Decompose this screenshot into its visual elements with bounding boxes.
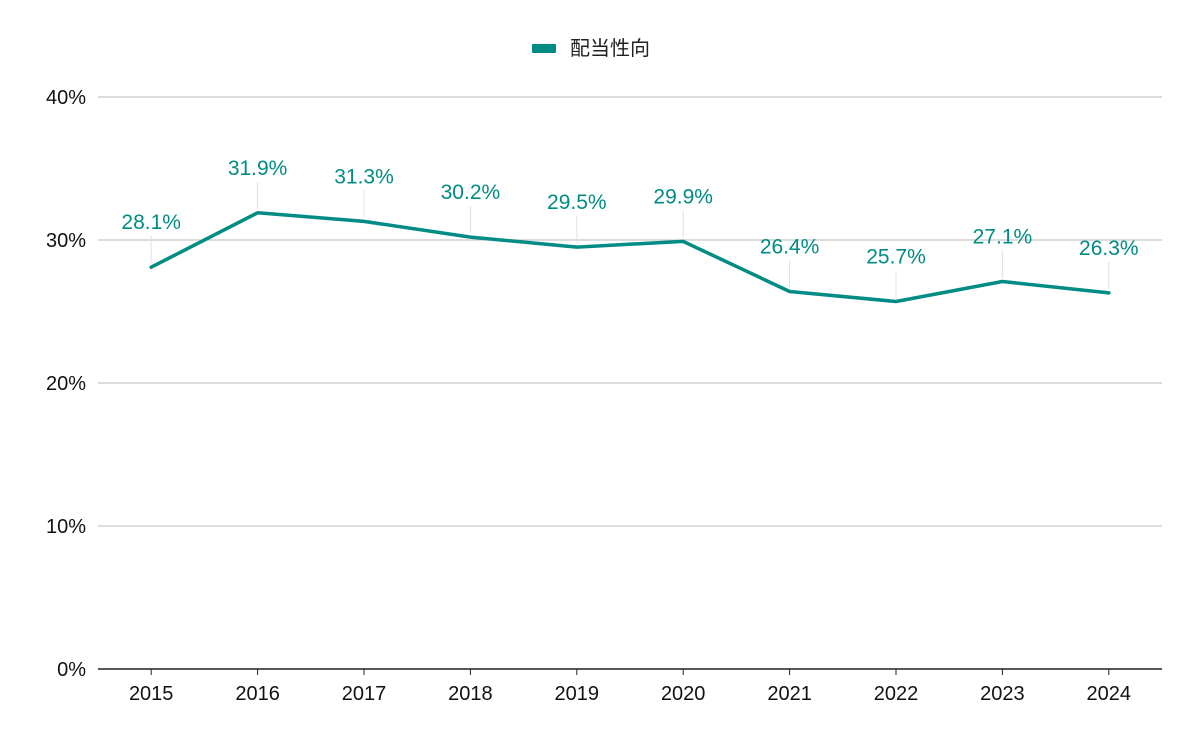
data-point (894, 299, 898, 303)
data-point (362, 219, 366, 223)
y-tick-label: 0% (57, 659, 86, 681)
data-point (1107, 291, 1111, 295)
x-tick-label: 2016 (235, 683, 280, 705)
x-tick-label: 2021 (767, 683, 812, 705)
data-label: 25.7% (866, 245, 926, 268)
data-label: 27.1% (973, 225, 1033, 248)
data-label: 26.3% (1079, 237, 1139, 260)
series-layer (149, 211, 1111, 304)
gridlines (98, 96, 1162, 527)
x-tick-label: 2022 (874, 683, 919, 705)
legend-label: 配当性向 (570, 37, 650, 60)
data-point (149, 265, 153, 269)
data-point (681, 239, 685, 243)
series-line (149, 211, 1111, 304)
legend-swatch (532, 44, 556, 53)
x-tick-label: 2024 (1087, 683, 1132, 705)
data-point (788, 289, 792, 293)
x-tick-label: 2023 (980, 683, 1025, 705)
y-axis-ticks: 0% 10% 20% 30% 40% (46, 87, 86, 681)
x-axis: 2015 2016 2017 2018 2019 2020 2021 2022 2023 2024 (98, 668, 1162, 705)
data-point (468, 235, 472, 239)
data-label: 28.1% (121, 211, 181, 234)
x-tick-label: 2015 (129, 683, 174, 705)
y-tick-label: 40% (46, 87, 86, 109)
data-label: 26.4% (760, 235, 820, 258)
legend[interactable]: 配当性向 (532, 37, 650, 60)
data-point (1000, 279, 1004, 283)
data-point (575, 245, 579, 249)
x-tick-label: 2018 (448, 683, 493, 705)
x-tick-label: 2017 (342, 683, 387, 705)
data-point (256, 211, 260, 215)
y-tick-label: 10% (46, 516, 86, 538)
y-tick-label: 20% (46, 373, 86, 395)
x-tick-label: 2019 (555, 683, 600, 705)
data-labels: 28.1% 31.9% 31.3% 30.2% 29.5% 29.9% 26.4% 25.7%… (121, 157, 1138, 269)
data-label-leaders (150, 181, 1110, 298)
data-label: 31.3% (334, 165, 394, 188)
x-tick-label: 2020 (661, 683, 706, 705)
data-label: 30.2% (441, 181, 501, 204)
y-tick-label: 30% (46, 230, 86, 252)
data-label: 29.5% (547, 191, 607, 214)
data-label: 31.9% (228, 157, 288, 180)
data-label: 29.9% (653, 185, 713, 208)
